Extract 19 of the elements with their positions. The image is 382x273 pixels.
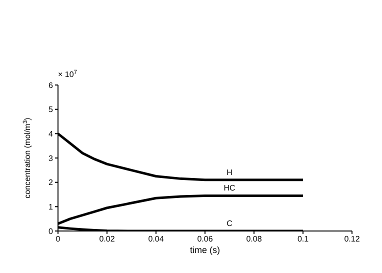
- x-tick-label: 0.12: [344, 234, 360, 244]
- x-tick-label: 0.06: [197, 234, 214, 244]
- series-label: H: [226, 168, 233, 177]
- x-tick-label: 0.08: [246, 234, 262, 244]
- x-tick-label: 0.1: [297, 234, 310, 244]
- y-tick-label: 6: [48, 80, 54, 90]
- x-tick-label: 0: [56, 234, 61, 244]
- y-tick-label: 0: [48, 226, 54, 236]
- x-axis-title: time (s): [190, 245, 220, 255]
- y-tick-label: 5: [48, 105, 54, 114]
- y-tick-label: 1: [48, 202, 54, 212]
- x-tick-label: 0.02: [99, 234, 116, 244]
- y-tick-label: 4: [48, 130, 54, 139]
- y-tick-label: 3: [48, 154, 54, 163]
- series-label: C: [226, 219, 233, 228]
- text: × 10$^{7}$: [58, 69, 78, 79]
- y-tick-label: 2: [48, 178, 54, 188]
- x-tick-label: 0.04: [148, 234, 164, 244]
- series-label: HC: [224, 184, 236, 193]
